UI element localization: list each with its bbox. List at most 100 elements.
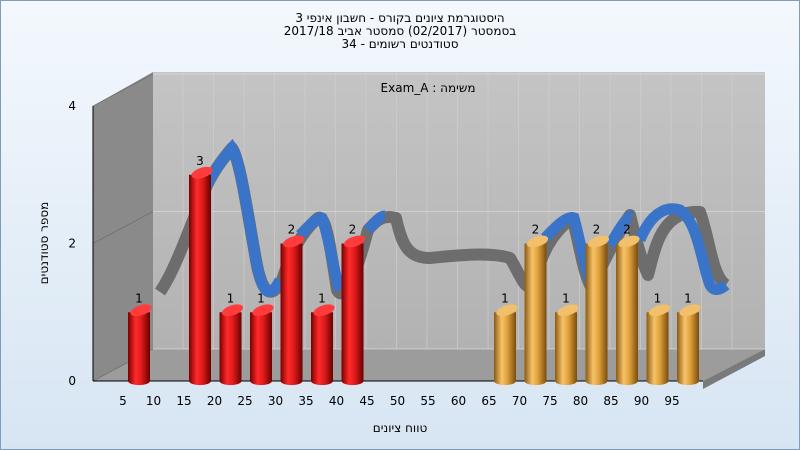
x-tick-label: 40 [329, 394, 344, 408]
gridline-left [92, 73, 154, 107]
bar-cap [679, 304, 701, 317]
ribbon-front-segment [363, 210, 386, 234]
bar [219, 304, 244, 385]
x-tick-label: 45 [359, 394, 374, 408]
bar-body [311, 312, 333, 381]
bar-body [189, 174, 211, 381]
bar-cap [618, 235, 640, 248]
x-tick-label: 10 [146, 394, 161, 408]
bar [189, 166, 213, 385]
x-tick-label: 85 [603, 394, 618, 408]
bars [128, 166, 701, 385]
x-tick-label: 35 [298, 394, 313, 408]
bar-cap [496, 304, 518, 317]
data-label: 1 [257, 291, 265, 305]
bar [585, 235, 610, 385]
data-label: 1 [227, 291, 235, 305]
x-tick-label: 55 [420, 394, 435, 408]
ribbon-front-segment [199, 138, 285, 297]
task-annotation: משימה : Exam_A [381, 81, 476, 95]
x-tick-label: 50 [390, 394, 405, 408]
data-label: 1 [135, 291, 143, 305]
x-tick-labels: 5 10 15 20 25 30 35 40 45 50 55 60 65 70 75 80 85 90 95 [119, 394, 679, 408]
bar-body [524, 243, 547, 381]
bar [128, 304, 152, 385]
bar [311, 304, 335, 385]
bar-body [585, 243, 608, 381]
chart-subtitle-students: סטודנטים רשומים - 34 [341, 37, 459, 51]
y-tick-labels: 0 2 4 [68, 99, 76, 388]
data-label: 1 [562, 291, 570, 305]
bar-base [585, 377, 608, 385]
bar-body [280, 243, 303, 381]
bar-body [677, 312, 699, 381]
x-tick-label: 5 [119, 394, 127, 408]
y-tick-label: 0 [68, 374, 76, 388]
bar [494, 304, 518, 385]
data-label: 2 [593, 223, 601, 237]
data-label: 1 [684, 291, 692, 305]
data-label: 1 [501, 291, 509, 305]
bar-base [250, 377, 272, 385]
bar-base [555, 377, 577, 385]
x-tick-label: 30 [268, 394, 283, 408]
left-wall [93, 72, 153, 381]
floor-edge [703, 349, 765, 389]
x-tick-label: 90 [634, 394, 649, 408]
data-labels: 1 3 1 1 2 1 2 1 2 1 2 2 1 1 [135, 154, 692, 306]
bar-body [616, 243, 638, 381]
ribbon-front-segment [296, 212, 346, 293]
chart-title: היסטוגרמת ציונים בקורס - חשבון אינפי 3 [295, 11, 505, 25]
bar-body [494, 312, 516, 381]
bar-base [341, 377, 364, 385]
y-tick-label: 4 [68, 99, 76, 113]
ribbon-curve [154, 138, 730, 300]
data-label: 2 [288, 223, 296, 237]
data-label: 3 [196, 154, 204, 168]
bar [280, 235, 305, 385]
x-tick-label: 60 [451, 394, 466, 408]
bar [616, 235, 640, 385]
chart-subtitle-semester: בסמסטר (02/2017) סמסטר אביב 2017/18 [283, 24, 517, 38]
bar-base [677, 377, 699, 385]
bar-cap [526, 235, 549, 248]
ribbon-front-segment [605, 210, 634, 248]
x-axis-label: טווח ציונים [373, 421, 428, 435]
bar-cap [343, 235, 366, 248]
data-label: 2 [623, 223, 631, 237]
bar-cap [557, 304, 579, 317]
bar-cap [130, 304, 152, 317]
bar-base [128, 377, 150, 385]
x-tick-label: 95 [664, 394, 679, 408]
x-tick-label: 80 [573, 394, 588, 408]
back-wall [153, 72, 765, 349]
x-tick-label: 75 [542, 394, 557, 408]
data-label: 2 [532, 223, 540, 237]
bar-body [646, 312, 669, 381]
bar-body [555, 312, 577, 381]
bar-body [341, 243, 364, 381]
bar-cap [587, 235, 610, 248]
bar-base [189, 377, 211, 385]
gridline-left [92, 211, 154, 244]
bar [677, 304, 701, 385]
bar-cap [191, 166, 213, 179]
data-label: 1 [654, 291, 662, 305]
bar-body [128, 312, 150, 381]
y-tick-label: 2 [68, 237, 76, 251]
bar [524, 235, 549, 385]
x-tick-label: 15 [176, 394, 191, 408]
bar-base [280, 377, 303, 385]
bar-base [524, 377, 547, 385]
ribbon-front-segment [634, 203, 730, 295]
x-tick-label: 70 [512, 394, 527, 408]
bar-cap [252, 304, 274, 317]
x-tick-label: 65 [481, 394, 496, 408]
bar-cap [313, 304, 335, 317]
x-tick-label: 25 [237, 394, 252, 408]
x-tick-label: 20 [207, 394, 222, 408]
bar-cap [221, 304, 244, 317]
bar-base [219, 377, 242, 385]
bar-cap [282, 235, 305, 248]
